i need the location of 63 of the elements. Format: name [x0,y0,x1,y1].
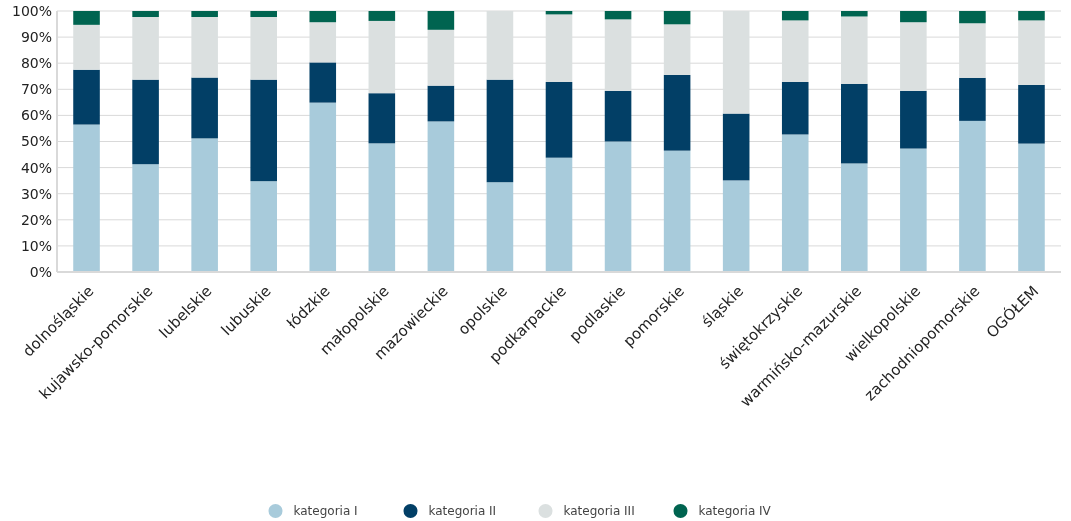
bar [427,121,455,272]
bar [781,11,809,21]
bar [900,90,927,149]
bar [191,138,218,272]
bar [959,77,986,121]
bar [959,11,986,24]
bar [73,69,100,125]
y-tick-label: 90% [20,29,52,45]
bar [604,141,632,272]
bar [781,134,809,272]
bar [73,11,100,25]
bar [663,150,691,272]
bar [1018,143,1045,272]
y-tick-label: 40% [20,159,52,176]
bar [604,11,632,20]
bar [841,11,868,17]
bar [250,181,277,272]
y-tick-label: 100% [11,2,52,19]
bar [663,74,691,151]
bar [250,11,277,17]
bar [486,182,514,272]
y-tick-label: 30% [20,185,52,202]
bar [368,143,396,272]
y-tick-label: 0% [29,263,52,280]
bar [900,11,927,23]
bar [604,90,632,142]
y-tick-label: 10% [20,237,52,254]
bar [959,120,986,272]
bar [486,79,514,183]
y-tick-label: 60% [20,107,52,124]
bar [368,11,396,21]
legend-label: kategoria III [563,504,635,519]
bar [427,11,455,30]
y-tick-label: 20% [20,211,52,228]
bar [309,11,337,23]
bar [1018,84,1045,144]
bar [368,93,396,144]
y-tick-label: 80% [20,55,52,72]
bar [1018,11,1045,21]
bar [722,180,750,272]
bar [309,62,337,103]
bar [545,81,573,158]
bar [841,163,868,272]
legend-label: kategoria II [428,504,497,519]
bar [309,102,337,272]
bar [722,113,750,181]
bar [132,11,159,17]
bar [781,81,809,135]
y-tick-label: 70% [20,81,52,98]
bar [132,79,159,165]
bar [73,124,100,272]
bar [132,164,159,272]
bar [841,83,868,164]
y-tick-label: 50% [20,133,52,150]
bar [427,85,455,122]
bar [191,11,218,17]
bar [250,79,277,182]
bar [191,77,218,139]
bar [545,157,573,272]
bar [663,11,691,25]
legend-label: kategoria I [293,504,358,519]
legend-label: kategoria IV [698,504,772,519]
bar [900,148,927,272]
